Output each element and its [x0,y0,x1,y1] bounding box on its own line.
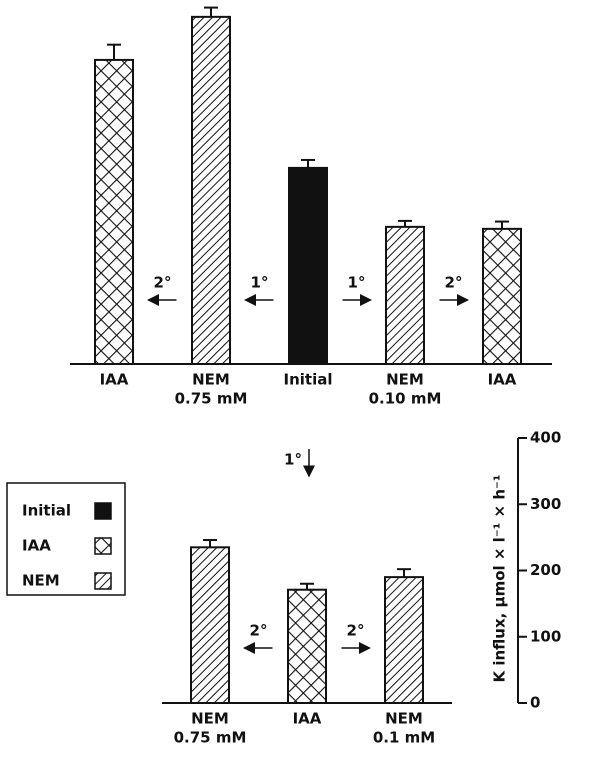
legend-label: NEM [22,572,60,590]
legend-swatch [94,572,112,590]
legend-swatch [94,537,112,555]
category-label: 0.75 mM [174,729,247,747]
category-label: IAA [488,371,517,389]
bar [384,576,424,704]
category-label: NEM [192,371,230,389]
bar [190,546,230,704]
bar [191,15,231,365]
category-label: NEM [191,710,229,728]
bar [385,225,425,365]
bar [482,227,522,365]
category-label: IAA [100,371,129,389]
arrow-label: 2° [347,622,365,640]
y-tick-label: 200 [530,561,561,579]
category-label: IAA [293,710,322,728]
arrow-label: 2° [154,274,172,292]
legend-box [6,482,126,596]
legend-swatch [94,502,112,520]
category-label: 0.75 mM [175,390,248,408]
y-tick-label: 300 [530,495,561,513]
y-tick-label: 100 [530,627,561,645]
bar [288,166,328,365]
arrow-label: 1° [251,274,269,292]
bar [287,588,327,705]
link-label: 1° [284,451,302,469]
category-label: Initial [284,371,333,389]
category-label: NEM [386,371,424,389]
y-tick-label: 0 [530,694,540,712]
y-tick-label: 400 [530,429,561,447]
category-label: NEM [385,710,423,728]
bar [94,58,134,365]
category-label: 0.10 mM [369,390,442,408]
y-axis-label: K influx, μmol × l⁻¹ × h⁻¹ [491,475,509,683]
legend-label: Initial [22,502,71,520]
legend-label: IAA [22,537,51,555]
arrow-label: 1° [348,274,366,292]
category-label: 0.1 mM [373,729,435,747]
arrow-label: 2° [250,622,268,640]
arrow-label: 2° [445,274,463,292]
